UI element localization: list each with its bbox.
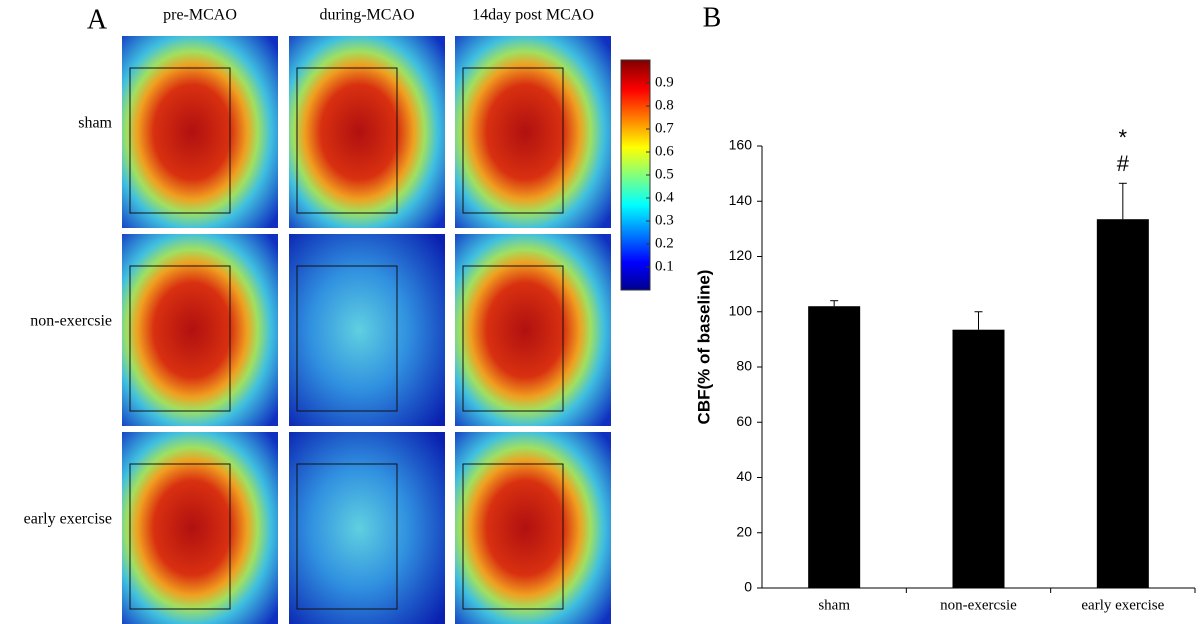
perfusion-image (289, 36, 445, 228)
colorbar-tick-label: 0.6 (655, 143, 674, 159)
row-label: sham (78, 115, 112, 132)
significance-mark: # (1117, 151, 1130, 176)
panel-label: B (703, 2, 722, 33)
significance-mark: * (1119, 125, 1128, 150)
perfusion-image (289, 234, 445, 426)
y-axis-label: CBF(% of baseline) (694, 270, 713, 425)
roi-box (296, 67, 398, 214)
y-tick-label: 60 (736, 413, 752, 429)
y-tick-label: 100 (729, 302, 753, 318)
roi-box (129, 265, 231, 412)
colorbar-tick-label: 0.5 (655, 166, 674, 182)
bar (952, 329, 1005, 588)
colorbar-tick-label: 0.7 (655, 120, 674, 136)
roi-box (129, 463, 231, 610)
colorbar (620, 59, 651, 291)
roi-box (462, 67, 564, 214)
roi-box (462, 463, 564, 610)
colorbar-tick-label: 0.3 (655, 212, 674, 228)
colorbar-tick-label: 0.8 (655, 97, 674, 113)
perfusion-image (455, 432, 611, 624)
x-tick-label: non-exercsie (940, 597, 1017, 613)
y-tick-label: 20 (736, 523, 752, 539)
colorbar-tick-label: 0.4 (655, 189, 674, 205)
panel-label: A (87, 4, 108, 35)
perfusion-image (122, 234, 278, 426)
bar (808, 306, 861, 588)
y-tick-label: 0 (744, 579, 752, 595)
column-header: 14day post MCAO (472, 7, 594, 24)
colorbar-tick-label: 0.2 (655, 235, 674, 251)
column-header: pre-MCAO (163, 7, 237, 24)
row-label: early exercise (24, 511, 112, 528)
roi-box (129, 67, 231, 214)
y-tick-label: 140 (729, 192, 753, 208)
perfusion-image (455, 36, 611, 228)
y-tick-label: 80 (736, 358, 752, 374)
x-tick-label: early exercise (1081, 597, 1164, 613)
perfusion-image (122, 36, 278, 228)
y-tick-label: 40 (736, 468, 752, 484)
x-tick-label: sham (818, 597, 850, 613)
perfusion-image (289, 432, 445, 624)
colorbar-tick-label: 0.1 (655, 258, 674, 274)
row-label: non-exercsie (30, 313, 112, 330)
y-tick-label: 120 (729, 247, 753, 263)
bar (1096, 219, 1149, 589)
column-header: during-MCAO (319, 7, 414, 24)
bar-chart: 0 20 40 60 80 100 120 140 160 CBF(% of baseline) s… (694, 125, 1196, 613)
colorbar-tick-label: 0.9 (655, 74, 674, 90)
roi-box (296, 463, 398, 610)
perfusion-image (455, 234, 611, 426)
roi-box (462, 265, 564, 412)
y-tick-label: 160 (729, 137, 753, 153)
perfusion-image (122, 432, 278, 624)
roi-box (296, 265, 398, 412)
